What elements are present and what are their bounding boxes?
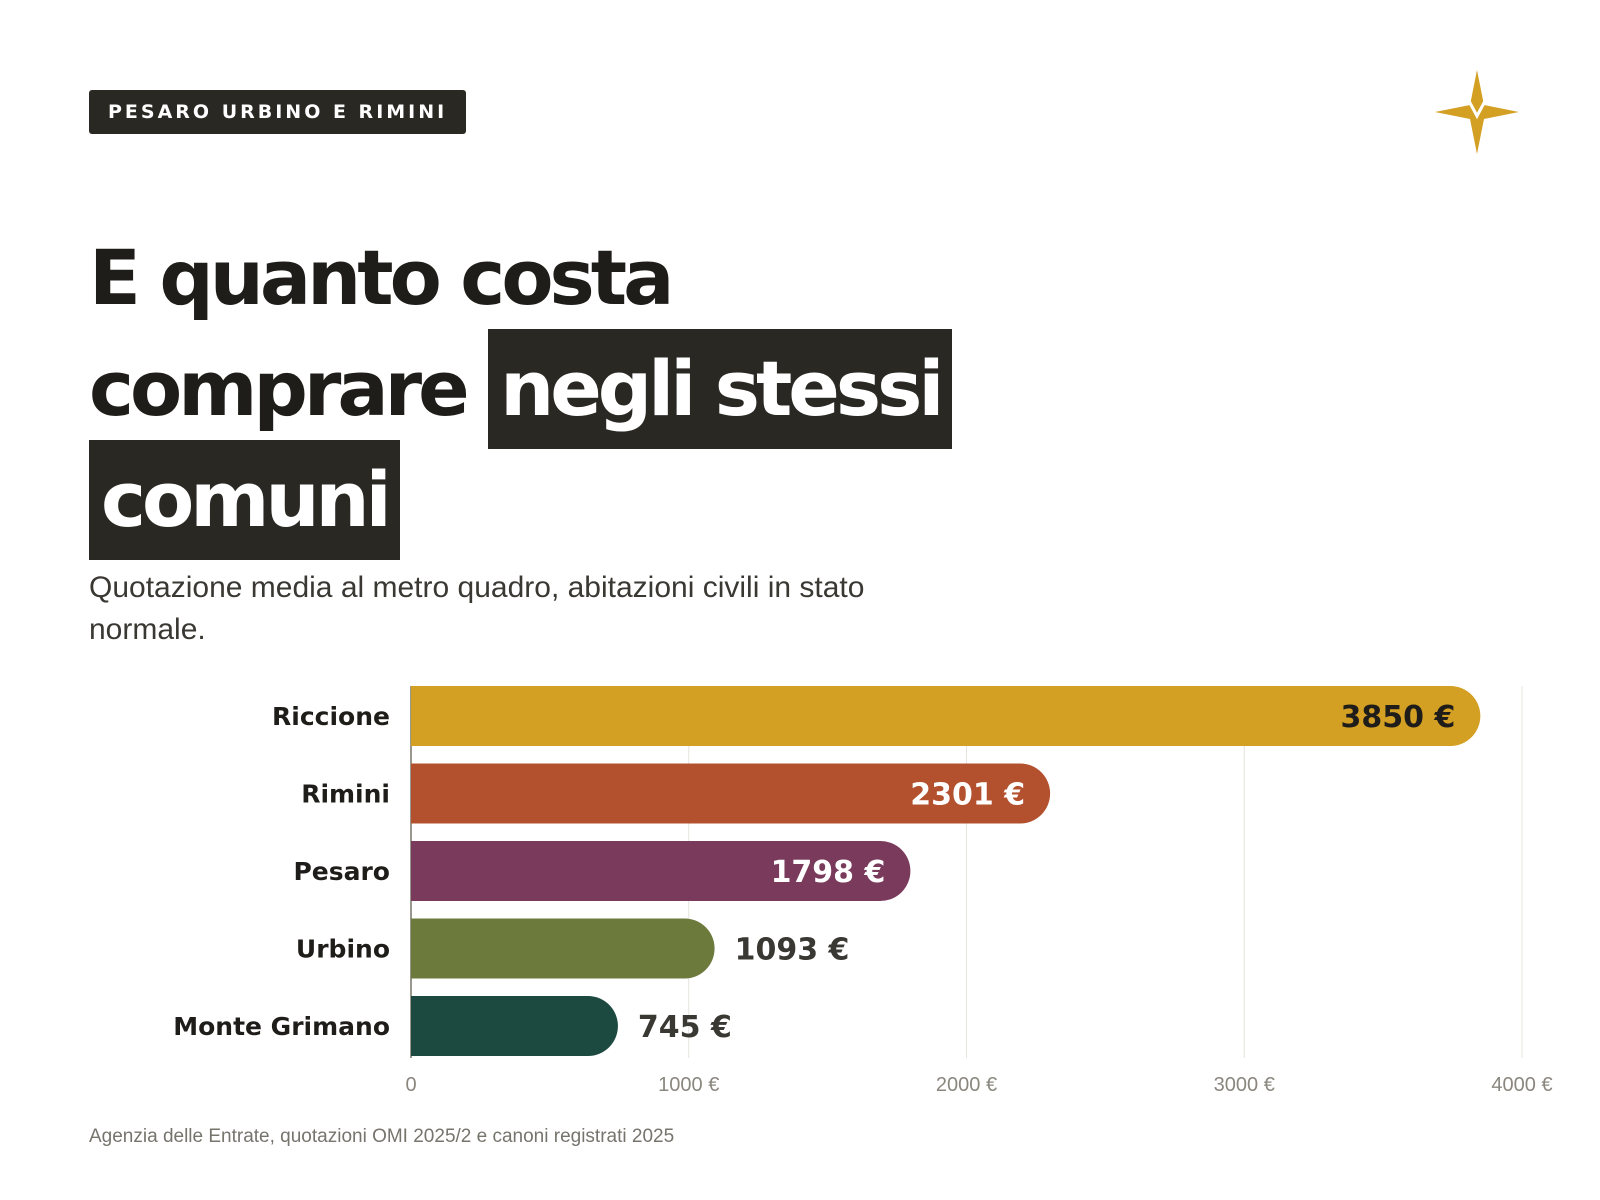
bar (411, 918, 715, 979)
bar (411, 763, 1051, 824)
x-tick-label: 4000 € (1491, 1074, 1552, 1096)
title-line-1: E quanto costa (89, 233, 674, 322)
bar (411, 686, 1481, 746)
title-line-2: comprare negli stessi (89, 329, 1089, 449)
four-point-star-icon (1435, 70, 1519, 154)
source-note: Agenzia delle Entrate, quotazioni OMI 20… (89, 1126, 675, 1147)
x-tick-label: 2000 € (936, 1074, 997, 1096)
chart-subtitle: Quotazione media al metro quadro, abitaz… (89, 571, 865, 646)
title-highlight-1: negli stessi (488, 329, 953, 449)
bar (411, 841, 911, 901)
x-tick-label: 3000 € (1214, 1074, 1275, 1096)
category-label: Monte Grimano (173, 1012, 390, 1041)
title-highlight-2: comuni (89, 440, 400, 560)
x-tick-label: 0 (405, 1074, 416, 1096)
region-tag: PESARO URBINO E RIMINI (89, 90, 467, 134)
category-label: Riccione (272, 702, 390, 731)
category-label: Pesaro (293, 857, 390, 886)
data-label: 1798 € (771, 855, 886, 890)
data-label: 2301 € (910, 778, 1025, 813)
page-title: E quanto costa comprare negli stessi com… (89, 222, 1089, 560)
title-line-3: comuni (89, 440, 1089, 560)
data-label: 3850 € (1341, 700, 1456, 735)
data-label: 1093 € (735, 933, 850, 968)
category-label: Urbino (296, 935, 390, 964)
data-label: 745 € (638, 1010, 732, 1045)
bar (411, 996, 618, 1056)
x-tick-label: 1000 € (658, 1074, 719, 1096)
category-label: Rimini (301, 780, 390, 809)
title-plain-text: comprare (89, 344, 470, 433)
